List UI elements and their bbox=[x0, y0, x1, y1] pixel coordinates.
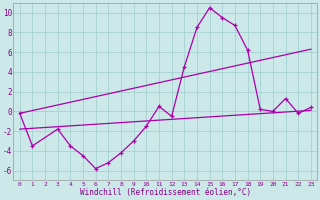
X-axis label: Windchill (Refroidissement éolien,°C): Windchill (Refroidissement éolien,°C) bbox=[80, 188, 251, 197]
